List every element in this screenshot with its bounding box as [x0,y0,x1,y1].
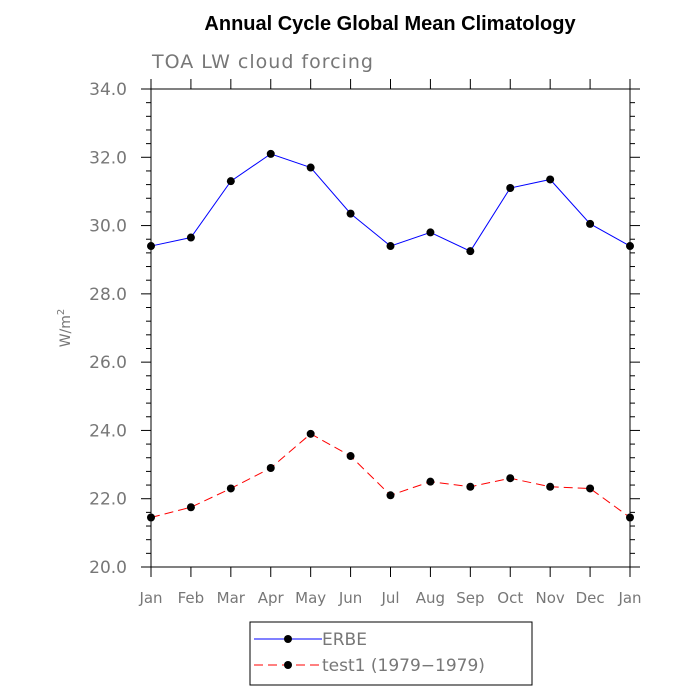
x-tick-label: Jan [138,589,162,607]
legend-label: ERBE [322,630,367,650]
data-point [386,242,395,251]
data-point [226,177,235,186]
series-2 [147,429,634,522]
y-tick-label: 28.0 [89,285,127,305]
data-point [186,503,195,512]
data-point [626,513,634,522]
data-point [147,242,155,251]
legend-label: test1 (1979−1979) [322,656,485,676]
chart-title: Annual Cycle Global Mean Climatology [204,13,576,35]
y-tick-labels: 20.0 22.0 24.0 26.0 28.0 30.0 32.0 34.0 [89,80,127,578]
legend-box [249,621,533,686]
x-tick-label: Mar [217,589,246,607]
data-point [506,474,515,483]
x-tick-label: Jul [380,589,399,607]
legend-item-2: test1 (1979−1979) [254,656,485,676]
data-point [546,482,555,491]
x-tick-label: Nov [536,589,565,607]
legend-marker [284,635,292,643]
data-point [466,482,475,491]
data-point [226,484,235,493]
data-point [266,149,275,158]
data-point [546,175,555,184]
data-point [346,209,355,218]
x-tick-label: Apr [258,589,285,607]
data-point [506,184,515,193]
data-point [586,219,595,228]
series-layer [147,149,634,522]
y-tick-label: 24.0 [89,421,127,441]
series-line [150,433,631,518]
axis-ticks [141,79,640,577]
data-point [466,247,475,256]
legend-marker [284,661,292,669]
y-tick-label: 34.0 [89,80,127,100]
y-tick-label: 30.0 [89,217,127,237]
series-1 [147,149,634,256]
y-tick-label: 20.0 [89,558,127,578]
x-tick-label: Dec [576,589,605,607]
x-tick-label: Jun [338,589,362,607]
x-tick-label: May [295,589,326,607]
x-tick-label: Jan [617,589,641,607]
x-tick-label: Oct [497,589,523,607]
data-point [306,163,315,172]
data-point [426,477,435,486]
data-point [186,233,195,242]
chart-subtitle: TOA LW cloud forcing [151,51,374,73]
y-tick-label: 32.0 [89,148,127,168]
legend: ERBE test1 (1979−1979) [249,621,533,686]
y-tick-label: 22.0 [89,490,127,510]
data-point [266,463,275,472]
x-tick-labels: Jan Feb Mar Apr May Jun Jul Aug Sep Oct Nov Dec Jan [138,589,641,607]
y-axis-label-superscript: 2 [56,309,67,315]
y-tick-label: 26.0 [89,353,127,373]
x-tick-label: Feb [178,589,205,607]
data-point [626,242,634,251]
data-point [386,491,395,500]
x-tick-label: Aug [416,589,445,607]
data-point [147,513,155,522]
data-point [306,429,315,438]
series-line [150,153,631,252]
data-point [426,228,435,237]
data-point [346,452,355,461]
legend-item-1: ERBE [254,630,367,650]
x-tick-label: Sep [456,589,484,607]
data-point [586,484,595,493]
y-axis-label: W/m2 [56,309,74,348]
